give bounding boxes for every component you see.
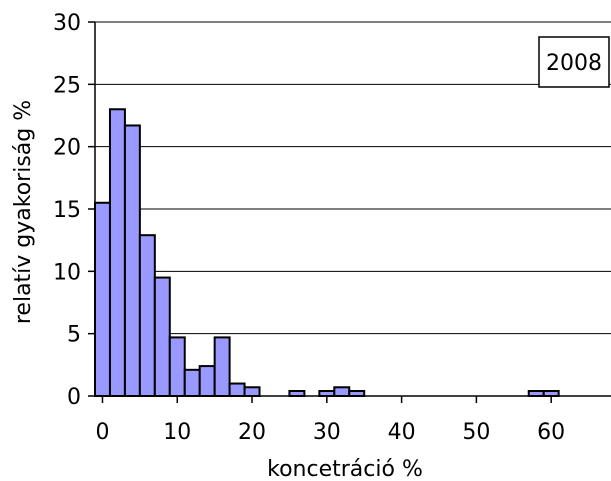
histogram-bar — [138, 234, 156, 397]
y-tick-label: 25 — [53, 73, 81, 98]
histogram-bar — [94, 201, 111, 397]
histogram-bar — [108, 108, 126, 398]
y-axis-title: relatív gyakoriság % — [11, 100, 36, 324]
histogram-bar — [333, 386, 351, 398]
y-tick-label: 0 — [67, 385, 81, 410]
x-tick-label: 60 — [537, 420, 565, 445]
x-tick-label: 30 — [313, 420, 341, 445]
y-tick-label: 5 — [67, 323, 81, 348]
histogram-bar — [228, 382, 246, 397]
bars — [94, 108, 560, 398]
legend: 2008 — [538, 36, 610, 88]
histogram-bar — [123, 124, 141, 398]
gridlines — [95, 21, 611, 335]
x-axis-title: koncetráció % — [267, 457, 423, 481]
histogram-bar — [213, 336, 231, 398]
y-tick-labels: 0 5 10 15 20 25 30 — [53, 11, 81, 410]
axes — [88, 21, 611, 403]
histogram-bar — [153, 276, 171, 398]
y-tick-label: 30 — [53, 11, 81, 36]
x-tick-label: 0 — [95, 420, 109, 445]
histogram-bar — [243, 386, 261, 398]
x-tick-label: 40 — [388, 420, 416, 445]
x-tick-label: 50 — [462, 420, 490, 445]
x-tick-labels: 0 10 20 30 40 50 60 — [95, 420, 565, 445]
legend-label: 2008 — [546, 51, 602, 76]
x-tick-label: 20 — [238, 420, 266, 445]
legend-box — [538, 36, 610, 88]
histogram-bar — [168, 336, 186, 398]
histogram-bar — [183, 368, 201, 398]
y-tick-label: 20 — [53, 136, 81, 161]
y-tick-label: 15 — [53, 198, 81, 223]
x-tick-label: 10 — [163, 420, 191, 445]
y-tick-label: 10 — [53, 260, 81, 285]
histogram-bar — [198, 365, 216, 397]
